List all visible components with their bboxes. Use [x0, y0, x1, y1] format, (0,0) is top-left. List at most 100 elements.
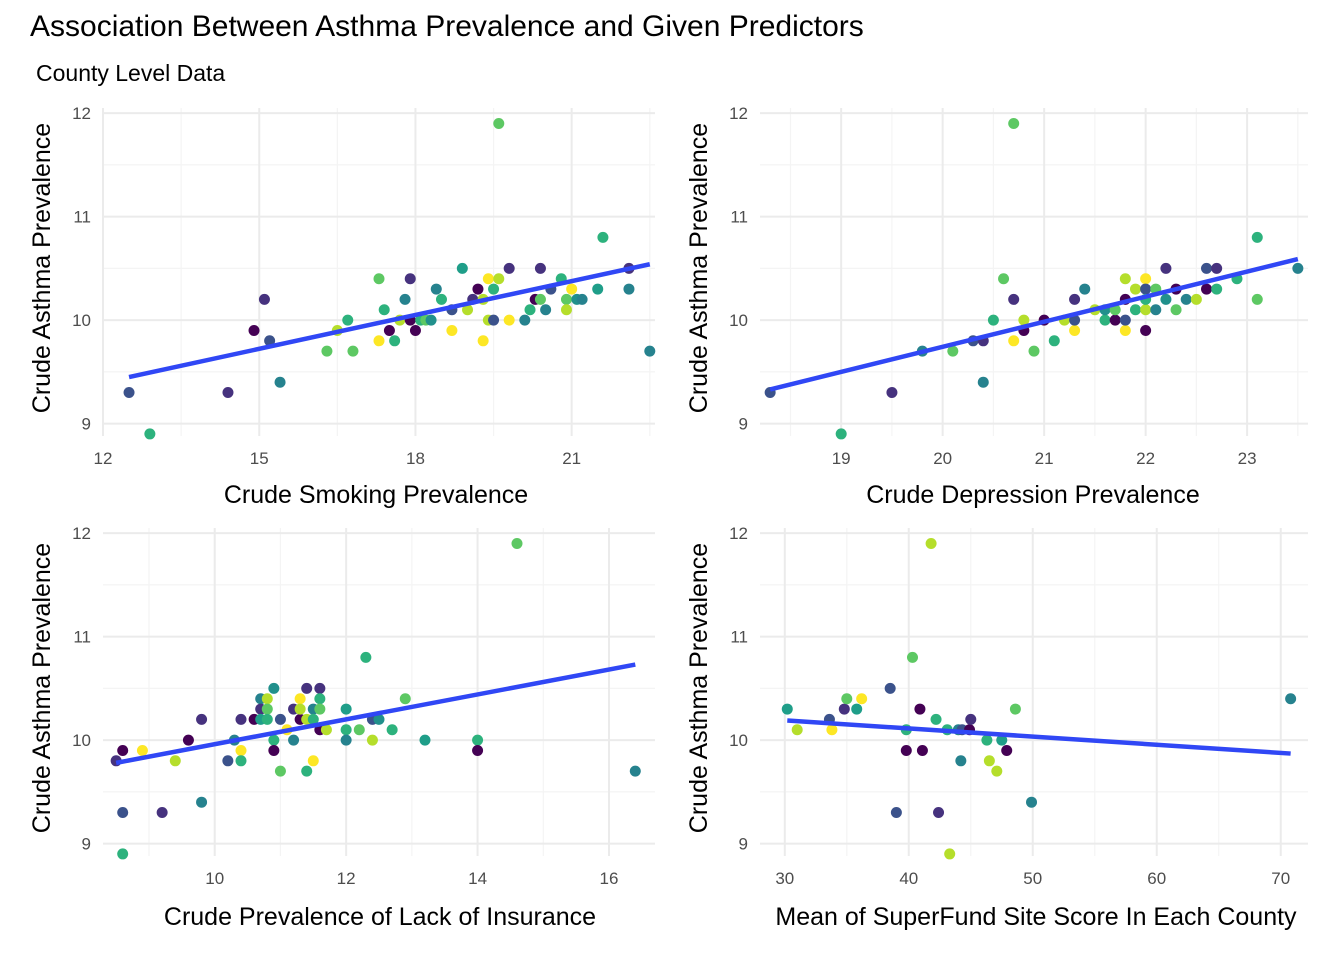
data-point [314, 682, 326, 694]
data-point [835, 428, 847, 440]
data-point [435, 293, 447, 305]
data-point [301, 765, 313, 777]
data-point [560, 293, 572, 305]
y-tick-label: 9 [739, 415, 748, 434]
data-point [1069, 314, 1081, 326]
data-point [576, 293, 588, 305]
data-point [1140, 304, 1152, 316]
chart-subtitle: County Level Data [36, 60, 226, 86]
data-point [947, 345, 959, 357]
data-point [511, 538, 523, 550]
data-point [493, 118, 505, 130]
data-point [258, 293, 270, 305]
scatter-panel-2: 19 20 21 22 23 9 10 11 12 Crude Depression Preval… [685, 104, 1308, 509]
data-point [1292, 262, 1304, 274]
trend-line [128, 262, 651, 380]
data-point [386, 724, 398, 736]
data-point [268, 744, 280, 756]
data-point [169, 755, 181, 767]
minor-gridlines [760, 108, 1308, 436]
data-point [321, 345, 333, 357]
data-point [182, 734, 194, 746]
x-tick-label: 23 [1238, 449, 1257, 468]
data-point [340, 724, 352, 736]
data-point [944, 848, 956, 860]
x-tick-label: 10 [205, 869, 224, 888]
y-tick-label: 11 [730, 208, 748, 227]
data-point [1180, 293, 1192, 305]
data-point [981, 734, 993, 746]
data-point [933, 807, 945, 819]
data-point [196, 796, 208, 808]
data-point [987, 314, 999, 326]
data-point [1119, 324, 1131, 336]
x-tick-label: 21 [562, 449, 581, 468]
data-point [307, 713, 319, 725]
x-tick-label: 22 [1136, 449, 1155, 468]
data-point [503, 262, 515, 274]
data-point [914, 703, 926, 715]
data-point [1140, 283, 1152, 295]
x-tick-label: 21 [1035, 449, 1054, 468]
x-tick-label: 19 [832, 449, 851, 468]
data-point [294, 703, 306, 715]
data-point [235, 755, 247, 767]
data-point [629, 765, 641, 777]
data-point [222, 387, 234, 399]
data-point [389, 335, 401, 347]
y-tick-label: 9 [82, 835, 91, 854]
data-point [1028, 345, 1040, 357]
data-point [886, 387, 898, 399]
data-point [136, 744, 148, 756]
data-point [268, 682, 280, 694]
data-point [409, 324, 421, 336]
x-axis-label: Crude Prevalence of Lack of Insurance [164, 903, 596, 931]
data-point [791, 724, 803, 736]
x-tick-label: 12 [94, 449, 113, 468]
data-point [916, 744, 928, 756]
data-point [117, 807, 129, 819]
data-point [462, 304, 474, 316]
y-tick-label: 11 [73, 208, 91, 227]
data-point [196, 713, 208, 725]
data-point [998, 273, 1010, 285]
y-tick-label: 9 [739, 835, 748, 854]
y-tick-label: 12 [729, 104, 748, 123]
x-tick-label: 60 [1147, 869, 1166, 888]
data-points [781, 538, 1297, 860]
data-point [294, 693, 306, 705]
data-point [1160, 293, 1172, 305]
data-point [1190, 293, 1202, 305]
trend-line [787, 718, 1291, 756]
x-tick-label: 50 [1023, 869, 1042, 888]
data-point [996, 734, 1008, 746]
data-point [623, 283, 635, 295]
data-point [378, 304, 390, 316]
data-point [404, 273, 416, 285]
data-point [222, 755, 234, 767]
scatter-panel-1: 12 15 18 21 9 10 11 12 Crude Smoking Prevalence C… [28, 104, 656, 509]
data-point [566, 283, 578, 295]
data-point [838, 703, 850, 715]
data-point [1069, 293, 1081, 305]
data-point [906, 651, 918, 663]
data-point [1008, 335, 1020, 347]
x-tick-label: 70 [1271, 869, 1290, 888]
data-point [261, 713, 273, 725]
data-point [983, 755, 995, 767]
data-point [274, 713, 286, 725]
data-point [965, 713, 977, 725]
data-point [340, 734, 352, 746]
data-point [399, 293, 411, 305]
data-point [307, 755, 319, 767]
data-point [900, 744, 912, 756]
data-point [1140, 324, 1152, 336]
data-point [524, 304, 536, 316]
data-point [597, 231, 609, 243]
minor-gridlines [760, 528, 1308, 856]
data-point [347, 345, 359, 357]
data-point [977, 376, 989, 388]
data-point [123, 387, 135, 399]
data-point [1285, 693, 1297, 705]
y-tick-label: 10 [72, 731, 91, 750]
